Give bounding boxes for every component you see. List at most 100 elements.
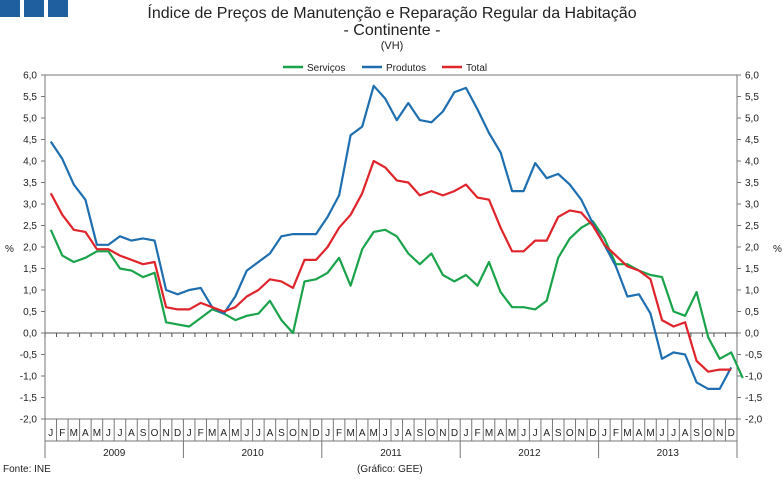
- month-label: A: [82, 428, 89, 439]
- month-label: M: [485, 428, 493, 439]
- month-label: M: [231, 428, 239, 439]
- month-label: F: [474, 428, 480, 439]
- y-tick-label-right: -0,5: [745, 350, 763, 361]
- logo-block: [48, 0, 68, 17]
- month-label: D: [174, 428, 181, 439]
- y-tick-label-left: 5,5: [23, 92, 37, 103]
- month-label: M: [370, 428, 378, 439]
- y-tick-label-left: 5,0: [23, 114, 37, 125]
- y-tick-label-left: 0,5: [23, 307, 37, 318]
- month-label: D: [728, 428, 735, 439]
- y-tick-label-right: 1,5: [745, 264, 759, 275]
- month-label: N: [439, 428, 446, 439]
- y-tick-label-left: 1,5: [23, 264, 37, 275]
- y-tick-label-right: 6,0: [745, 71, 759, 82]
- month-label: O: [289, 428, 297, 439]
- year-label: 2012: [518, 448, 541, 459]
- y-tick-label-right: 4,5: [745, 135, 759, 146]
- y-tick-label-right: 2,0: [745, 243, 759, 254]
- series-line: [49, 159, 732, 373]
- month-label: S: [555, 428, 562, 439]
- legend-label: Produtos: [386, 63, 426, 74]
- month-label: A: [636, 428, 643, 439]
- month-label: J: [533, 428, 538, 439]
- y-tick-label-right: 0,0: [745, 329, 759, 340]
- month-label: S: [416, 428, 423, 439]
- month-label: J: [256, 428, 261, 439]
- y-tick-label-left: 1,0: [23, 286, 37, 297]
- month-label: A: [543, 428, 550, 439]
- month-label: F: [613, 428, 619, 439]
- y-tick-label-right: -1,0: [745, 372, 763, 383]
- y-axis-label-right: %: [773, 244, 782, 255]
- month-label: J: [671, 428, 676, 439]
- month-label: M: [208, 428, 216, 439]
- month-label: J: [521, 428, 526, 439]
- month-label: S: [278, 428, 285, 439]
- chart-credit: (Gráfico: GEE): [357, 464, 423, 475]
- y-tick-label-right: 4,0: [745, 157, 759, 168]
- year-label: 2013: [657, 448, 680, 459]
- plot-area: [44, 74, 738, 420]
- month-label: F: [198, 428, 204, 439]
- month-label: N: [301, 428, 308, 439]
- month-label: J: [187, 428, 192, 439]
- month-label: O: [151, 428, 159, 439]
- year-label: 2011: [380, 448, 402, 459]
- year-label: 2010: [241, 448, 264, 459]
- legend-label: Total: [466, 63, 487, 74]
- year-label: 2009: [103, 448, 126, 459]
- month-label: A: [405, 428, 412, 439]
- month-label: J: [106, 428, 111, 439]
- month-label: J: [463, 428, 468, 439]
- y-tick-label-left: -1,5: [20, 393, 38, 404]
- y-tick-label-right: 3,5: [745, 178, 759, 189]
- y-tick-label-right: -1,5: [745, 393, 763, 404]
- y-tick-label-left: 2,0: [23, 243, 37, 254]
- month-label: J: [244, 428, 249, 439]
- month-label: M: [93, 428, 101, 439]
- y-tick-label-left: 2,5: [23, 221, 37, 232]
- month-label: J: [383, 428, 388, 439]
- chart-title: Índice de Preços de Manutenção e Reparaç…: [147, 5, 637, 22]
- logo-block: [24, 0, 44, 17]
- y-tick-label-right: 3,0: [745, 200, 759, 211]
- month-label: A: [359, 428, 366, 439]
- y-tick-label-left: 3,0: [23, 200, 37, 211]
- chart-subtitle: (VH): [380, 40, 404, 52]
- month-label: S: [693, 428, 700, 439]
- month-label: M: [346, 428, 354, 439]
- y-tick-label-right: -2,0: [745, 415, 763, 426]
- month-label: N: [716, 428, 723, 439]
- y-tick-label-left: -2,0: [20, 415, 38, 426]
- month-label: N: [578, 428, 585, 439]
- month-label: D: [451, 428, 458, 439]
- y-axis-label-left: %: [5, 244, 14, 255]
- month-label: M: [623, 428, 631, 439]
- month-label: S: [140, 428, 147, 439]
- month-label: J: [325, 428, 330, 439]
- y-tick-label-left: 4,5: [23, 135, 37, 146]
- month-label: J: [602, 428, 607, 439]
- month-label: A: [682, 428, 689, 439]
- y-tick-label-left: 0,0: [23, 329, 37, 340]
- month-label: J: [660, 428, 665, 439]
- month-label: F: [336, 428, 342, 439]
- month-label: J: [394, 428, 399, 439]
- month-label: M: [70, 428, 78, 439]
- y-tick-label-right: 1,0: [745, 286, 759, 297]
- month-label: F: [59, 428, 65, 439]
- month-label: M: [646, 428, 654, 439]
- y-tick-label-left: 6,0: [23, 71, 37, 82]
- month-label: A: [128, 428, 135, 439]
- logo: [0, 0, 68, 17]
- month-label: D: [589, 428, 596, 439]
- source-note: Fonte: INE: [3, 464, 51, 475]
- series-line: [49, 220, 744, 379]
- month-label: A: [220, 428, 227, 439]
- month-label: D: [312, 428, 319, 439]
- y-tick-label-right: 2,5: [745, 221, 759, 232]
- y-tick-label-left: -0,5: [20, 350, 38, 361]
- month-label: A: [497, 428, 504, 439]
